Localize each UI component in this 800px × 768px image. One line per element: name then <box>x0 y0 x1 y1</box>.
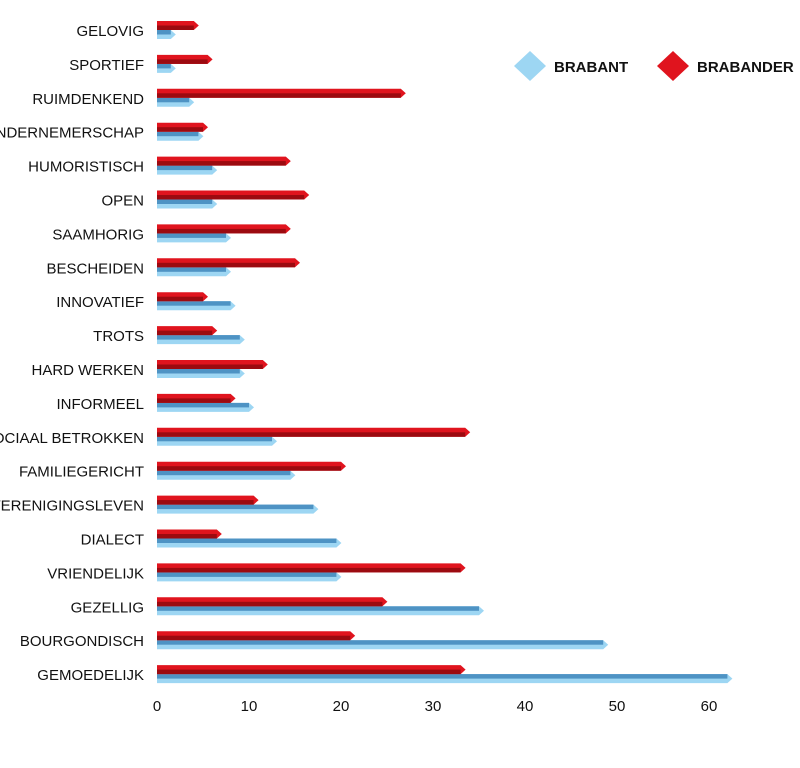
bar-brabant-shade <box>157 63 171 69</box>
bar-brabander-shade <box>157 669 461 675</box>
legend-label-brabander: BRABANDER <box>697 59 794 76</box>
category-label: VRIENDELIJK <box>47 565 144 582</box>
category-label: BOURGONDISCH <box>20 633 144 650</box>
category-label: SOCIAAL BETROKKEN <box>0 430 144 447</box>
category-gemoedelijk: GEMOEDELIJK <box>37 665 733 684</box>
bar-brabander-shade <box>157 262 295 268</box>
bar-brabant-shade <box>157 301 231 306</box>
category-gelovig: GELOVIG <box>76 21 199 40</box>
x-tick-label: 20 <box>333 698 350 715</box>
legend-item-brabant: BRABANT <box>514 51 628 81</box>
category-sportief: SPORTIEF <box>69 54 213 74</box>
category-label: HARD WERKEN <box>31 362 144 379</box>
category-label: OPEN <box>101 193 144 210</box>
category-label: GEMOEDELIJK <box>37 667 144 684</box>
category-hard-werken: HARD WERKEN <box>31 360 268 379</box>
category-label: VERENIGINGSLEVEN <box>0 498 144 515</box>
bar-brabant-shade <box>157 538 337 543</box>
bar-brabander-shade <box>157 432 466 437</box>
category-verenigingsleven: VERENIGINGSLEVEN <box>0 495 319 515</box>
bar-brabander-shade <box>157 466 341 471</box>
category-trots: TROTS <box>93 326 245 345</box>
category-saamhorig: SAAMHORIG <box>52 224 291 243</box>
bar-brabant-shade <box>157 504 314 510</box>
legend-diamond-icon-brabander <box>657 51 689 81</box>
bar-brabant-shade <box>157 674 728 679</box>
category-ruimdenkend: RUIMDENKEND <box>32 88 406 108</box>
category-innovatief: INNOVATIEF <box>56 292 236 311</box>
category-dialect: DIALECT <box>81 529 342 549</box>
bar-brabant-shade <box>157 402 249 408</box>
category-rows: GELOVIG SPORTIEF RUIMDENKEND ONDERNEMERSCHA… <box>0 21 733 684</box>
bar-brabant-shade <box>157 165 213 171</box>
category-label: SAAMHORIG <box>52 226 144 243</box>
x-tick-label: 30 <box>425 698 442 715</box>
bar-brabander-shade <box>157 601 383 607</box>
bar-brabander-shade <box>157 161 286 166</box>
bar-brabant-shade <box>157 436 272 442</box>
legend-diamond-icon-brabant <box>514 51 546 81</box>
bar-brabander-shade <box>157 195 305 200</box>
bar-brabander-shade <box>157 59 208 64</box>
bar-brabant-shade <box>157 572 337 577</box>
bar-brabander-shade <box>157 25 194 30</box>
bar-brabander-shade <box>157 296 203 302</box>
category-vriendelijk: VRIENDELIJK <box>47 563 466 582</box>
x-tick-label: 40 <box>517 698 534 715</box>
bar-brabander-shade <box>157 93 401 98</box>
x-tick-label: 50 <box>609 698 626 715</box>
category-gezellig: GEZELLIG <box>71 597 484 616</box>
legend: BRABANT BRABANDER <box>514 51 794 81</box>
bar-brabant-shade <box>157 335 240 340</box>
bar-brabander-shade <box>157 330 213 336</box>
x-tick-label: 10 <box>241 698 258 715</box>
bar-brabant-shade <box>157 606 479 611</box>
bar-brabant-shade <box>157 470 291 476</box>
bar-brabant-shade <box>157 199 213 204</box>
bar-brabander-shade <box>157 364 263 369</box>
bar-brabander-shade <box>157 534 217 539</box>
bar-brabant-shade <box>157 131 199 137</box>
category-informeel: INFORMEEL <box>56 393 254 413</box>
bar-brabant-shade <box>157 369 240 374</box>
bar-brabander-shade <box>157 567 461 573</box>
bar-brabant-shade <box>157 233 226 238</box>
bar-brabander-shade <box>157 398 231 403</box>
category-label: INFORMEEL <box>56 396 144 413</box>
category-label: HUMORISTISCH <box>28 159 144 176</box>
category-ondernemerschap: ONDERNEMERSCHAP <box>0 122 208 142</box>
category-label: BESCHEIDEN <box>46 260 144 277</box>
category-label: GEZELLIG <box>71 599 144 616</box>
x-axis: 0 10 20 30 40 50 60 <box>153 698 718 715</box>
bar-brabant-shade <box>157 640 604 645</box>
bar-brabant-shade <box>157 267 226 272</box>
category-bescheiden: BESCHEIDEN <box>46 258 300 277</box>
category-label: GELOVIG <box>76 23 144 40</box>
bar-brabander-shade <box>157 635 351 641</box>
bar-brabander-shade <box>157 500 254 505</box>
legend-item-brabander: BRABANDER <box>657 51 794 81</box>
x-tick-label: 0 <box>153 698 161 715</box>
x-tick-label: 60 <box>701 698 718 715</box>
bar-brabander-shade <box>157 228 286 234</box>
category-label: INNOVATIEF <box>56 294 144 311</box>
category-label: ONDERNEMERSCHAP <box>0 125 144 142</box>
category-sociaal-betrokken: SOCIAAL BETROKKEN <box>0 427 471 447</box>
legend-label-brabant: BRABANT <box>554 59 628 76</box>
bar-brabander-shade <box>157 127 203 132</box>
bar-brabant-shade <box>157 30 171 35</box>
bar-brabant-shade <box>157 97 190 103</box>
category-label: SPORTIEF <box>69 57 144 74</box>
category-humoristisch: HUMORISTISCH <box>28 156 291 176</box>
category-bourgondisch: BOURGONDISCH <box>20 631 609 650</box>
category-familiegericht: FAMILIEGERICHT <box>19 461 346 481</box>
category-label: TROTS <box>93 328 144 345</box>
category-open: OPEN <box>101 190 310 210</box>
category-label: FAMILIEGERICHT <box>19 464 144 481</box>
category-label: DIALECT <box>81 532 144 549</box>
category-label: RUIMDENKEND <box>32 91 144 108</box>
